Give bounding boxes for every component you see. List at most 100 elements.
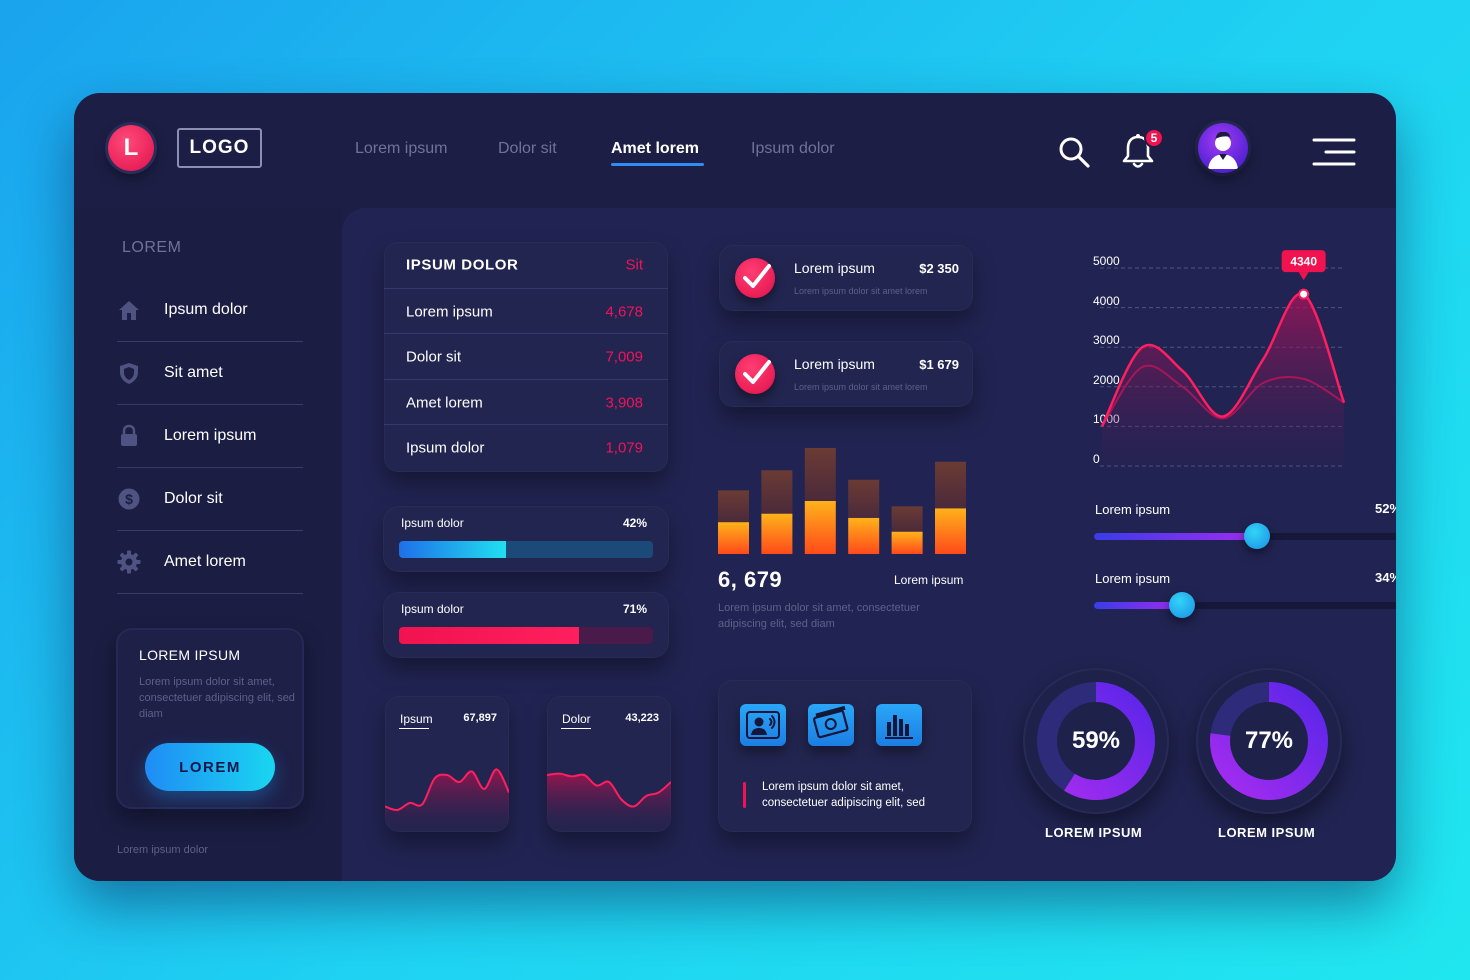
series-line-secondary: [1101, 364, 1345, 427]
progress-value: 42%: [622, 516, 647, 530]
main-panel: IPSUM DOLOR Sit Lorem ipsum 4,678 Dolor …: [342, 208, 1396, 881]
y-tick-label: 2000: [1093, 372, 1120, 387]
sidebar-item-dolor-sit[interactable]: $ Dolor sit: [117, 468, 303, 531]
bar-background: [891, 506, 923, 532]
table-cell-label: Lorem ipsum: [406, 303, 493, 320]
logo-letter: L: [123, 134, 139, 161]
payment-amount: $1 679: [919, 357, 959, 372]
donut-arc: [1037, 682, 1155, 800]
progress-track: [399, 541, 653, 558]
tools-card-text: Lorem ipsum dolor sit amet, consectetuer…: [762, 781, 926, 809]
progress-value: 71%: [622, 602, 647, 616]
gear-icon: [117, 550, 141, 574]
sparkline-area: [385, 769, 509, 832]
bar-value: [718, 522, 749, 554]
sidebar-item-label: Sit amet: [164, 364, 223, 381]
payment-item-1[interactable]: Lorem ipsum $2 350 Lorem ipsum dolor sit…: [719, 245, 973, 311]
table-row[interactable]: Dolor sit 7,009: [384, 333, 668, 379]
donut-label: LOREM IPSUM: [1045, 825, 1143, 840]
mini-sparkline: [547, 772, 671, 832]
notification-badge: 5: [1144, 128, 1164, 148]
sidebar-item-amet-lorem[interactable]: Amet lorem: [117, 531, 303, 594]
bar-chart-total: 6, 679: [718, 567, 783, 592]
progress-label: Ipsum dolor: [401, 516, 464, 530]
lock-icon: [121, 424, 137, 446]
bar-chart-label: Lorem ipsum: [894, 573, 964, 587]
bar-value: [804, 501, 836, 554]
donut-chart-2[interactable]: 77%: [1196, 668, 1342, 814]
check-icon: [735, 258, 775, 298]
stats-table: IPSUM DOLOR Sit Lorem ipsum 4,678 Dolor …: [384, 242, 668, 472]
nav-item-4[interactable]: Ipsum dolor: [751, 140, 835, 157]
table-cell-label: Amet lorem: [406, 394, 483, 411]
table-cell-label: Dolor sit: [406, 348, 462, 365]
progress-fill: [399, 627, 580, 644]
payment-subtitle: Lorem ipsum dolor sit amet lorem: [794, 382, 928, 392]
sidebar-item-ipsum-dolor[interactable]: Ipsum dolor: [117, 279, 303, 342]
donut-center: [1231, 703, 1307, 779]
search-icon[interactable]: [1057, 135, 1091, 169]
payment-item-2[interactable]: Lorem ipsum $1 679 Lorem ipsum dolor sit…: [719, 341, 973, 407]
logo-mark[interactable]: L: [108, 125, 154, 171]
slider-value: 52%: [1375, 501, 1396, 516]
slider-handle[interactable]: [1244, 523, 1271, 549]
table-row[interactable]: Ipsum dolor 1,079: [384, 424, 668, 470]
mini-chart-value: 43,223: [625, 712, 659, 724]
bar-background: [848, 479, 880, 518]
table-title: IPSUM DOLOR: [406, 256, 519, 274]
logo-text[interactable]: LOGO: [177, 128, 262, 168]
slider-value: 34%: [1375, 570, 1396, 585]
sidebar-item-lorem-ipsum[interactable]: Lorem ipsum: [117, 405, 303, 468]
nav-item-2[interactable]: Dolor sit: [498, 140, 557, 157]
table-cell-value: 3,908: [605, 394, 643, 411]
progress-fill: [399, 541, 506, 558]
home-icon: [119, 301, 139, 320]
table-header-value[interactable]: Sit: [625, 256, 643, 274]
progress-label: Ipsum dolor: [401, 602, 464, 616]
y-tick-label: 4000: [1093, 293, 1120, 308]
accent-line: [743, 782, 746, 808]
mini-chart-underline: [561, 728, 591, 729]
donut-value: 77%: [1244, 727, 1294, 754]
promo-card-button[interactable]: LOREM: [145, 743, 275, 791]
avatar[interactable]: [1198, 123, 1248, 173]
dashboard-window: L LOGO Lorem ipsum Dolor sit Amet lorem …: [74, 93, 1396, 881]
tools-card: Lorem ipsum dolor sit amet, consectetuer…: [718, 680, 972, 832]
mini-chart-label: Dolor: [562, 712, 591, 726]
promo-card: LOREM IPSUM Lorem ipsum dolor sit amet, …: [116, 628, 304, 809]
sidebar-footer: Lorem ipsum dolor: [117, 844, 209, 856]
bar-value: [891, 531, 923, 554]
mini-chart-card-1[interactable]: Ipsum 67,897: [385, 696, 509, 832]
bar-value: [935, 508, 966, 554]
menu-icon[interactable]: [1312, 137, 1356, 167]
svg-text:4340: 4340: [1290, 255, 1317, 269]
slider-handle[interactable]: [1168, 592, 1195, 618]
table-cell-value: 7,009: [605, 348, 643, 365]
contact-speaker-icon[interactable]: [740, 704, 786, 746]
money-icon[interactable]: [808, 704, 854, 746]
nav-item-3-active[interactable]: Amet lorem: [611, 140, 700, 157]
table-row[interactable]: Lorem ipsum 4,678: [384, 288, 668, 334]
bar-background: [718, 490, 749, 523]
donut-arc: [1210, 682, 1328, 800]
sidebar-item-label: Lorem ipsum: [164, 427, 257, 444]
nav-item-1[interactable]: Lorem ipsum: [355, 140, 448, 157]
sidebar-item-sit-amet[interactable]: Sit amet: [117, 342, 303, 405]
slider-fill: [1094, 602, 1182, 609]
area-fill: [1102, 293, 1344, 466]
bar-chart-icon[interactable]: [876, 704, 922, 746]
progress-card-2: Ipsum dolor 71%: [383, 592, 669, 658]
promo-card-text: Lorem ipsum dolor sit amet, consectetuer…: [139, 676, 295, 720]
slider-track[interactable]: [1094, 523, 1396, 549]
active-nav-underline: [611, 163, 704, 166]
slider-track[interactable]: [1094, 592, 1396, 618]
bar-background: [761, 470, 793, 514]
donut-chart-1[interactable]: 59%: [1023, 668, 1169, 814]
payment-amount: $2 350: [919, 261, 959, 276]
payment-subtitle: Lorem ipsum dolor sit amet lorem: [794, 286, 928, 296]
donut-center: [1058, 703, 1134, 779]
table-row[interactable]: Amet lorem 3,908: [384, 379, 668, 425]
sidebar-item-label: Ipsum dolor: [164, 301, 248, 318]
mini-chart-card-2[interactable]: Dolor 43,223: [547, 696, 671, 832]
promo-card-title: LOREM IPSUM: [139, 647, 241, 663]
